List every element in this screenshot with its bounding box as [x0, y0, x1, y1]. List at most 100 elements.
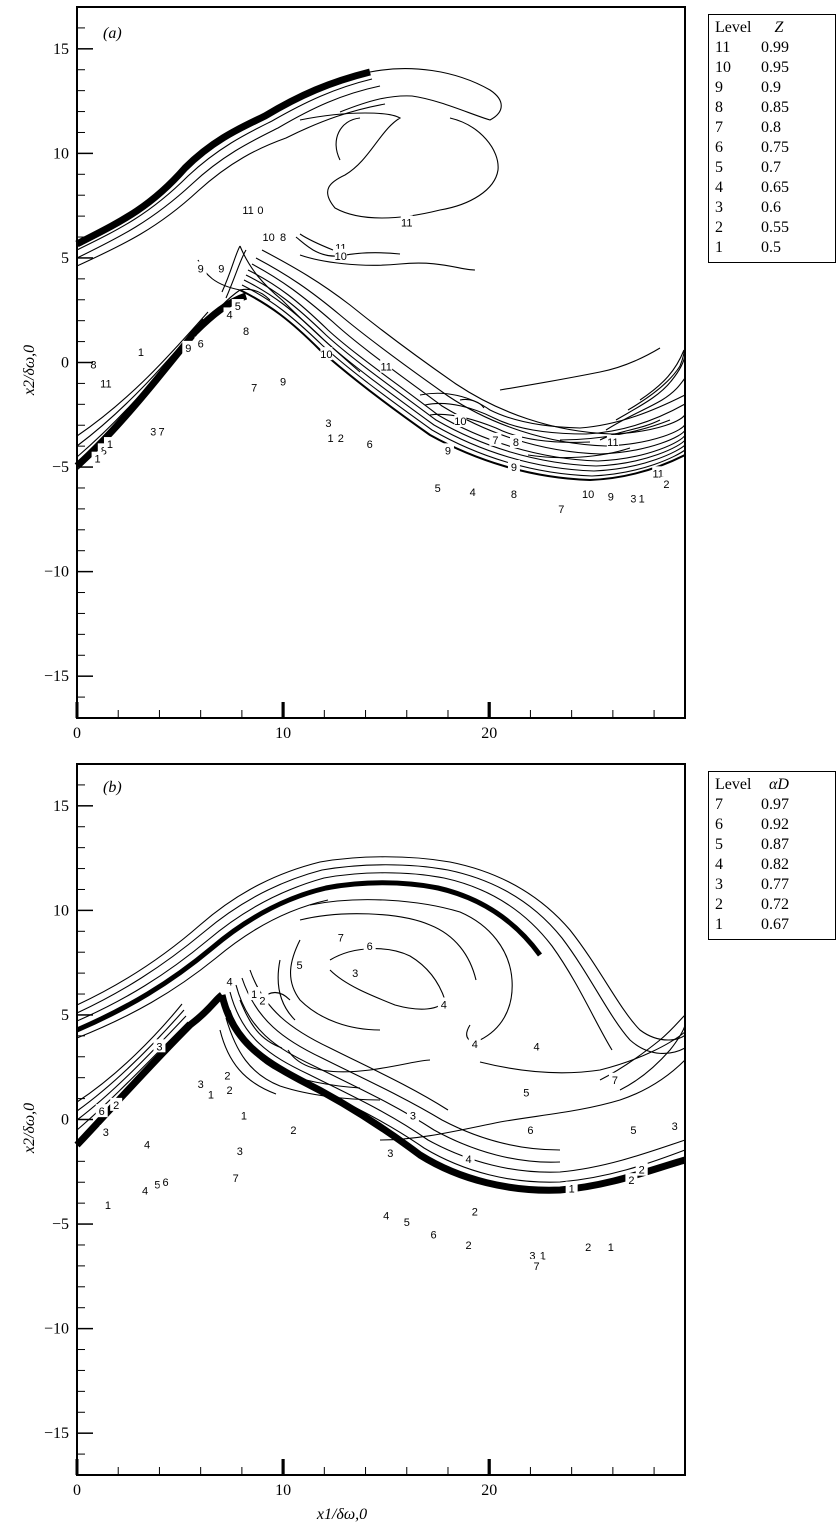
legend-value: 0.67	[761, 916, 789, 933]
contour-label: 9	[218, 263, 224, 275]
contour-label: 3	[672, 1121, 678, 1133]
y-tick-label: 0	[61, 355, 69, 372]
contour-label: 2	[639, 1165, 645, 1177]
contour-label-bg	[406, 1108, 419, 1122]
contour-label: 5	[235, 301, 241, 313]
contour-label-bg	[363, 938, 376, 952]
contour-label-bg	[489, 432, 502, 446]
legend-value: 0.95	[761, 59, 789, 76]
legend-level: 11	[715, 39, 731, 56]
contour-label: 3	[410, 1110, 416, 1122]
contour-label-bg	[99, 1125, 112, 1139]
contour-label: 8	[90, 360, 96, 372]
legend-level: 10	[715, 59, 731, 76]
contour-label: 3	[352, 968, 358, 980]
legend-a-header: Level Z	[715, 18, 829, 38]
contour-label: 0	[257, 205, 263, 217]
contour-label-bg	[277, 230, 290, 244]
legend-value: 0.99	[761, 39, 789, 56]
contour-label: 11	[100, 378, 111, 390]
contour-label: 7	[558, 504, 564, 516]
contour-label: 4	[470, 487, 476, 499]
panel-b-frame	[76, 763, 686, 1476]
contour-label: 7	[612, 1075, 618, 1087]
legend-row: 10 0.95	[715, 58, 829, 78]
legend-row: 7 0.8	[715, 118, 829, 138]
contour-label-bg	[320, 347, 333, 361]
contour-label: 3	[156, 1041, 162, 1053]
legend-b-header-level: Level	[715, 776, 752, 793]
contour-label-bg	[454, 414, 467, 428]
contour-label: 2	[226, 1085, 232, 1097]
contour-label: 11	[380, 362, 391, 374]
contour-label-bg	[606, 434, 619, 448]
legend-b-header-alpha: αD	[769, 776, 789, 793]
contour-label: 5	[404, 1217, 410, 1229]
contour-label-bg	[334, 930, 347, 944]
contour-label: 10	[335, 251, 347, 263]
contour-label-bg	[221, 1068, 234, 1082]
contour-label-bg	[462, 1237, 475, 1251]
legend-a: Level Z 11 0.99 10 0.95 9 0.9 8 0.85 7 0.8 6 0.75 5 0…	[708, 14, 836, 263]
contour-label-bg	[462, 1152, 475, 1166]
contour-label: 3	[325, 418, 331, 430]
contour-label-bg	[635, 491, 648, 505]
contour-label-bg	[526, 1248, 539, 1262]
panel-b-ylabel: x2/δω,0	[21, 1103, 38, 1154]
contour-label: 11	[652, 468, 663, 480]
legend-a-rows: 11 0.99 10 0.95 9 0.9 8 0.85 7 0.8 6 0.75 5 0.7 4 0.65 3…	[715, 38, 829, 258]
contour-label-bg	[565, 1181, 578, 1195]
contour-label: 8	[101, 445, 107, 457]
legend-a-header-level: Level	[715, 19, 752, 36]
contour-label-bg	[582, 1240, 595, 1254]
legend-row: 6 0.92	[715, 815, 829, 835]
legend-level: 3	[715, 876, 723, 893]
legend-row: 6 0.75	[715, 138, 829, 158]
contour-label: 1	[138, 347, 144, 359]
contour-label: 11	[401, 217, 412, 229]
contour-label: 9	[280, 376, 286, 388]
contour-label: 1	[107, 439, 113, 451]
contour-label-bg	[384, 1145, 397, 1159]
contour-label-bg	[431, 480, 444, 494]
contour-label-bg	[194, 336, 207, 350]
contour-label: 4	[144, 1140, 150, 1152]
contour-label-bg	[240, 324, 253, 338]
contour-label-bg	[223, 307, 236, 321]
contour-label-bg	[215, 261, 228, 275]
legend-row: 3 0.6	[715, 198, 829, 218]
contour-label: 2	[113, 1100, 119, 1112]
contour-label-bg	[110, 1097, 123, 1111]
contour-label-bg	[155, 424, 168, 438]
contour-label-bg	[468, 1037, 481, 1051]
legend-level: 8	[715, 99, 723, 116]
contour-label-bg	[555, 501, 568, 515]
contour-label-bg	[204, 1087, 217, 1101]
contour-label-bg	[229, 1171, 242, 1185]
contour-label: 1	[639, 493, 645, 505]
y-tick-label: 10	[53, 902, 69, 919]
legend-value: 0.5	[761, 239, 781, 256]
contour-label: 7	[251, 383, 257, 395]
contour-label: 1	[95, 454, 101, 466]
contour-label: 9	[445, 445, 451, 457]
contour-label-bg	[334, 248, 347, 262]
legend-value: 0.82	[761, 856, 789, 873]
contour-label-bg	[363, 437, 376, 451]
contour-label-bg	[223, 1083, 236, 1097]
contour-label: 1	[208, 1089, 214, 1101]
contour-label-bg	[159, 1175, 172, 1189]
legend-level: 2	[715, 896, 723, 913]
contour-label-bg	[604, 1240, 617, 1254]
legend-value: 0.9	[761, 79, 781, 96]
contour-label-bg	[604, 489, 617, 503]
contour-label: 6	[163, 1177, 169, 1189]
contour-label: 9	[608, 491, 614, 503]
y-tick-label: 5	[61, 250, 69, 267]
contour-label-bg	[427, 1227, 440, 1241]
contour-label-bg	[400, 215, 413, 229]
